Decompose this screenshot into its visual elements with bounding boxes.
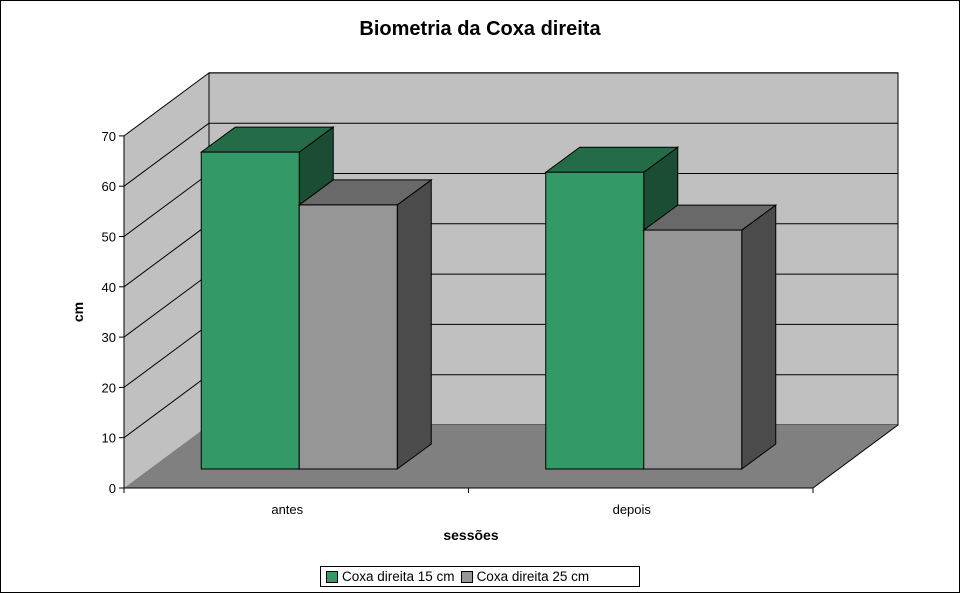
y-tick-label: 20 bbox=[102, 380, 116, 395]
chart-plot: 0 10 20 30 40 50 60 70 antes depois sessões cm bbox=[70, 72, 899, 543]
y-tick-label: 50 bbox=[102, 230, 116, 245]
legend-item-series-2: Coxa direita 25 cm bbox=[460, 569, 590, 584]
legend-item-series-1: Coxa direita 15 cm bbox=[326, 569, 455, 584]
x-axis-title: sessões bbox=[443, 527, 498, 543]
legend-swatch-series-2 bbox=[460, 570, 473, 583]
gridline-side bbox=[123, 374, 210, 439]
bar-side-depois-2 bbox=[741, 204, 777, 470]
gridline-side bbox=[123, 173, 210, 237]
gridline-side bbox=[123, 72, 210, 137]
y-tick-label: 10 bbox=[102, 431, 116, 446]
chart-legend: Coxa direita 15 cm Coxa direita 25 cm bbox=[320, 566, 640, 587]
legend-swatch-series-1 bbox=[326, 570, 338, 583]
bar-depois-series-1 bbox=[545, 171, 645, 470]
gridline-side bbox=[123, 223, 210, 288]
y-tick-label: 30 bbox=[102, 330, 116, 345]
floor-edge-right bbox=[812, 424, 899, 489]
bar-antes-series-1 bbox=[200, 151, 300, 470]
gridline-side bbox=[123, 122, 210, 187]
bar-antes-series-2 bbox=[298, 204, 398, 470]
bar-depois-series-2 bbox=[643, 229, 743, 470]
y-tick-label: 0 bbox=[109, 481, 116, 496]
bar-side-antes-2 bbox=[396, 178, 432, 470]
side-wall bbox=[124, 72, 209, 489]
legend-label-series-1: Coxa direita 15 cm bbox=[342, 569, 455, 584]
gridline-side bbox=[123, 323, 210, 388]
x-tick-label: depois bbox=[613, 502, 652, 517]
chart-title: Biometria da Coxa direita bbox=[359, 18, 601, 40]
gridline-side bbox=[123, 273, 210, 338]
y-tick-label: 60 bbox=[102, 179, 116, 194]
y-tick-label: 40 bbox=[102, 280, 116, 295]
y-tick-label: 70 bbox=[102, 129, 116, 144]
legend-label-series-2: Coxa direita 25 cm bbox=[476, 569, 590, 584]
x-tick-label: antes bbox=[271, 502, 303, 517]
y-axis-title: cm bbox=[70, 302, 86, 322]
